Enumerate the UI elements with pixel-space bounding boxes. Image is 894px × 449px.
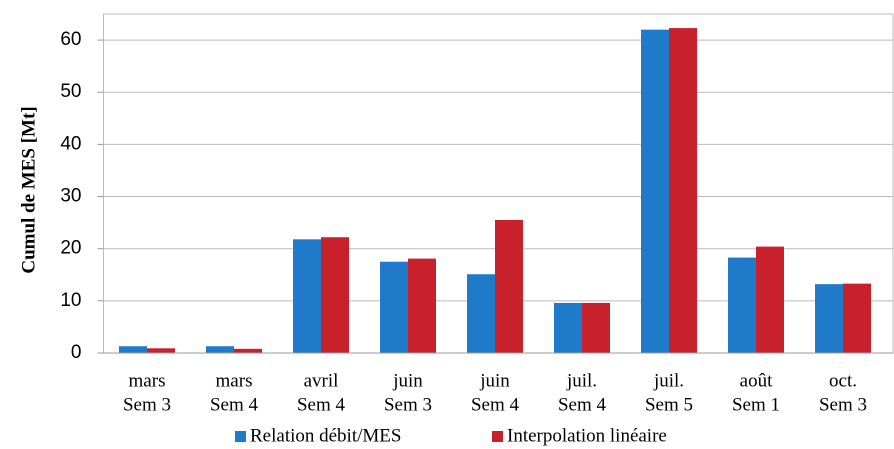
bar <box>321 237 349 353</box>
bar <box>554 302 582 353</box>
y-tick-label: 50 <box>60 81 81 102</box>
bar <box>669 28 697 353</box>
y-axis-label: Cumul de MES [Mt] <box>18 106 39 273</box>
x-tick-label: oct. <box>829 370 857 391</box>
bar <box>206 346 234 353</box>
x-tick-label: Sem 4 <box>297 394 346 415</box>
x-tick-label: Sem 4 <box>471 394 520 415</box>
y-tick-label: 60 <box>60 29 81 50</box>
bar <box>582 302 610 353</box>
x-tick-label: Sem 5 <box>645 394 693 415</box>
bar <box>495 220 523 353</box>
legend-swatch <box>235 431 246 442</box>
bar <box>467 274 495 353</box>
legend-label: Interpolation linéaire <box>507 425 667 446</box>
bar <box>756 246 784 353</box>
y-tick-label: 40 <box>60 133 81 154</box>
bar <box>234 348 262 353</box>
bar <box>119 346 147 353</box>
x-tick-label: Sem 3 <box>819 394 867 415</box>
bar <box>815 284 843 353</box>
x-tick-label: Sem 4 <box>210 394 259 415</box>
x-tick-label: juin <box>479 370 510 391</box>
x-tick-label: Sem 1 <box>732 394 780 415</box>
y-tick-label: 30 <box>60 186 81 207</box>
bar <box>380 261 408 353</box>
x-tick-label: Sem 4 <box>558 394 607 415</box>
bar <box>641 29 669 354</box>
legend-swatch <box>492 431 503 442</box>
bar <box>147 348 175 353</box>
x-tick-label: mars <box>216 370 253 391</box>
bar <box>728 257 756 353</box>
x-tick-label: avril <box>304 370 339 391</box>
x-tick-label: juil. <box>566 370 597 391</box>
x-tick-label: mars <box>129 370 166 391</box>
y-tick-label: 0 <box>71 342 82 363</box>
y-tick-label: 10 <box>60 290 81 311</box>
x-tick-label: août <box>740 370 773 391</box>
bar <box>293 239 321 353</box>
x-tick-label: juil. <box>653 370 684 391</box>
bar <box>408 258 436 353</box>
bar <box>843 283 871 353</box>
x-tick-label: juin <box>392 370 423 391</box>
legend-label: Relation débit/MES <box>250 425 401 446</box>
y-tick-label: 20 <box>60 238 81 259</box>
x-tick-label: Sem 3 <box>123 394 171 415</box>
x-tick-label: Sem 3 <box>384 394 432 415</box>
